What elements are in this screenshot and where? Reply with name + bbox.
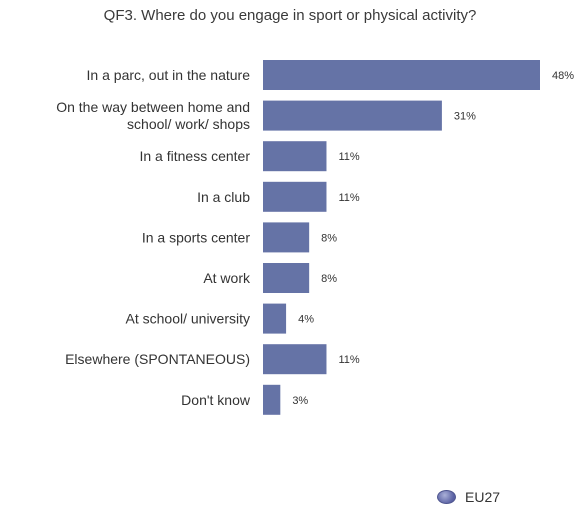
bar: [263, 100, 442, 131]
data-label: 11%: [338, 151, 359, 163]
bar: [263, 141, 327, 172]
category-label: At work: [203, 270, 251, 286]
data-label: 48%: [552, 70, 574, 82]
bar: [263, 222, 310, 253]
bar: [263, 181, 327, 212]
category-label: On the way between home and school/ work/…: [56, 99, 250, 132]
data-label: 3%: [292, 395, 308, 407]
bar: [263, 344, 327, 375]
category-label: In a sports center: [142, 229, 251, 245]
bar: [263, 263, 310, 293]
data-label: 11%: [338, 354, 359, 366]
data-label: 11%: [338, 192, 359, 204]
bar: [263, 60, 540, 90]
category-label: Don't know: [181, 392, 251, 408]
legend: EU27: [437, 487, 500, 507]
category-label: In a fitness center: [139, 148, 250, 164]
category-label: In a club: [197, 189, 250, 205]
data-label: 4%: [298, 314, 314, 326]
chart-plot: In a parc, out in the nature 48% On the wa…: [56, 60, 574, 415]
data-label: 31%: [454, 111, 476, 123]
data-label: 8%: [321, 232, 337, 244]
category-label: At school/ university: [126, 311, 251, 327]
legend-label: EU27: [465, 489, 501, 505]
legend-swatch-icon: [437, 490, 456, 504]
bar: [263, 303, 287, 334]
category-label: Elsewhere (SPONTANEOUS): [65, 351, 250, 367]
data-label: 8%: [321, 273, 337, 285]
chart-title: QF3. Where do you engage in sport or phy…: [103, 7, 477, 24]
category-label: In a parc, out in the nature: [87, 67, 251, 83]
bar: [263, 384, 281, 415]
